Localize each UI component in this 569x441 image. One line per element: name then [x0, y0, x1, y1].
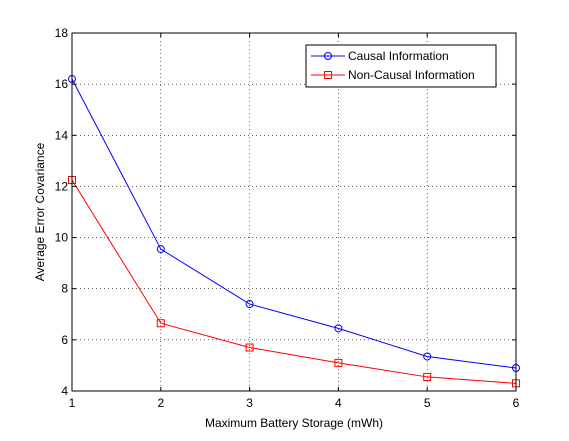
- data-point: [334, 324, 343, 333]
- x-axis-label: Maximum Battery Storage (mWh): [205, 416, 383, 430]
- legend-marker-causal: [324, 52, 332, 60]
- x-tick-label: 3: [246, 396, 253, 410]
- plot-frame: [71, 32, 517, 392]
- x-tick-label: 4: [335, 396, 342, 410]
- y-axis-label: Average Error Covariance: [33, 142, 47, 281]
- y-tick-label: 18: [55, 26, 69, 40]
- y-tick-label: 14: [55, 128, 69, 142]
- x-tick-label: 2: [157, 396, 164, 410]
- data-point: [156, 245, 165, 254]
- y-tick-label: 6: [61, 333, 68, 347]
- axis-ticks: [71, 32, 517, 392]
- y-tick-label: 10: [55, 231, 69, 245]
- legend-marker-noncausal: [324, 71, 332, 79]
- x-tick-label: 5: [424, 396, 431, 410]
- plot-area: [72, 33, 516, 391]
- series-line: [71, 179, 517, 384]
- data-point: [334, 358, 343, 367]
- legend-box: [305, 44, 497, 88]
- y-tick-label: 16: [55, 77, 69, 91]
- y-tick-label: 12: [55, 179, 69, 193]
- y-tick-label: 4: [61, 384, 68, 398]
- series-line: [71, 78, 517, 369]
- legend-label-noncausal: Non-Causal Information: [348, 68, 475, 82]
- data-point: [423, 372, 432, 381]
- y-tick-label: 8: [61, 282, 68, 296]
- data-point: [245, 343, 254, 352]
- data-point: [423, 352, 432, 361]
- legend: Causal Information Non-Causal Informatio…: [305, 44, 497, 88]
- legend-label-causal: Causal Information: [348, 49, 449, 63]
- x-tick-label: 6: [513, 396, 520, 410]
- x-tick-label: 1: [69, 396, 76, 410]
- data-point: [156, 319, 165, 328]
- data-point: [245, 300, 254, 309]
